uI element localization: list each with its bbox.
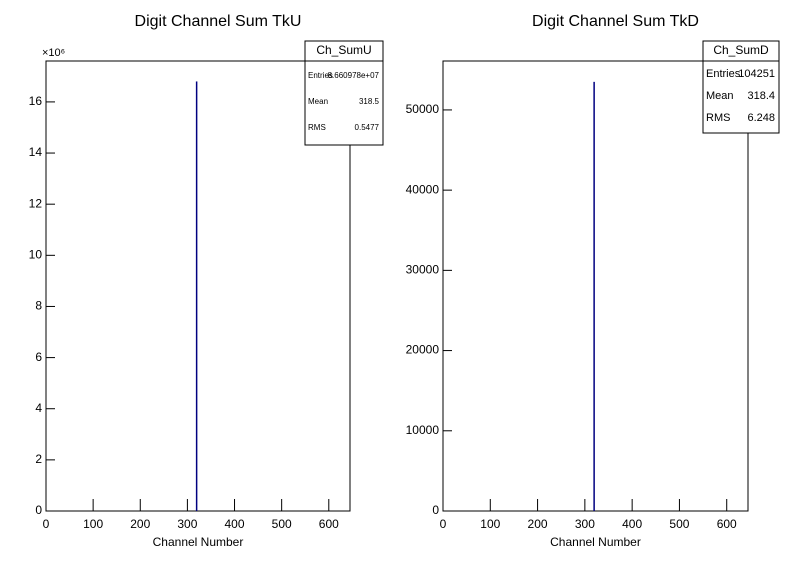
chart-title: Digit Channel Sum TkU	[135, 13, 302, 30]
y-tick-label: 40000	[406, 182, 440, 196]
bar	[593, 81, 595, 511]
y-tick-label: 20000	[406, 343, 440, 357]
x-tick-label: 200	[528, 517, 548, 531]
x-tick-label: 300	[575, 517, 595, 531]
y-tick-label: 14	[29, 145, 43, 159]
stats-label: Entries	[308, 71, 333, 80]
stats-label: Mean	[706, 90, 734, 102]
stats-label: Mean	[308, 97, 328, 106]
x-tick-label: 500	[669, 517, 689, 531]
chart-title: Digit Channel Sum TkD	[532, 13, 699, 30]
stats-box	[702, 40, 780, 134]
stats-name: Ch_SumU	[316, 43, 371, 57]
x-tick-label: 300	[177, 517, 197, 531]
y-tick-label: 8	[35, 299, 42, 313]
x-tick-label: 600	[717, 517, 737, 531]
y-tick-label: 30000	[406, 263, 440, 277]
y-tick-label: 0	[35, 503, 42, 517]
stats-label: RMS	[308, 123, 326, 132]
x-tick-label: 400	[225, 517, 245, 531]
stats-label: Entries	[706, 68, 741, 80]
stats-label: RMS	[706, 112, 730, 124]
x-axis-label: Channel Number	[153, 535, 244, 549]
stats-value: 6.248	[747, 112, 775, 124]
x-tick-label: 100	[83, 517, 103, 531]
y-tick-label: 0	[432, 503, 439, 517]
y-tick-label: 50000	[406, 102, 440, 116]
y-tick-label: 4	[35, 401, 42, 415]
y-multiplier: ×10⁶	[42, 47, 65, 59]
x-tick-label: 500	[272, 517, 292, 531]
x-axis-label: Channel Number	[550, 535, 641, 549]
x-tick-label: 100	[480, 517, 500, 531]
y-tick-label: 16	[29, 94, 43, 108]
stats-value: 318.5	[359, 97, 380, 106]
bar	[195, 81, 198, 512]
stats-value: 0.5477	[355, 123, 380, 132]
stats-box	[304, 40, 384, 146]
x-tick-label: 200	[130, 517, 150, 531]
y-tick-label: 2	[35, 452, 42, 466]
stats-value: 318.4	[747, 90, 775, 102]
x-tick-label: 0	[440, 517, 447, 531]
y-tick-label: 10000	[406, 423, 440, 437]
stats-name: Ch_SumD	[713, 43, 769, 57]
y-tick-label: 12	[29, 196, 43, 210]
stats-value: 104251	[738, 68, 775, 80]
x-tick-label: 0	[43, 517, 50, 531]
x-tick-label: 600	[319, 517, 339, 531]
x-tick-label: 400	[622, 517, 642, 531]
y-tick-label: 6	[35, 350, 42, 364]
stats-value: 8.660978e+07	[328, 71, 380, 80]
frame	[442, 60, 749, 512]
frame	[45, 60, 351, 512]
y-tick-label: 10	[29, 247, 43, 261]
